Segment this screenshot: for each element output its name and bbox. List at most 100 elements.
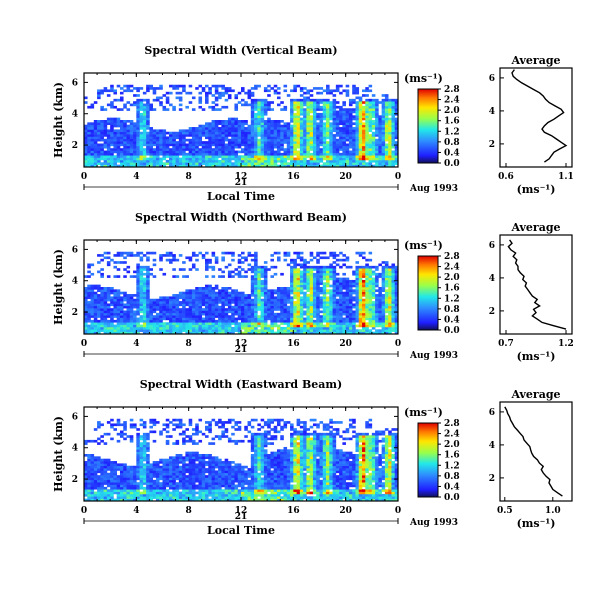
heatmap-cell [384,291,389,295]
heatmap-cell [136,254,140,257]
heatmap-cell [270,324,275,328]
heatmap-cell [358,277,363,281]
heatmap-cell [159,157,163,161]
heatmap-cell [332,317,337,321]
heatmap-cell [87,484,91,488]
heatmap-cell [231,120,235,123]
heatmap-cell [198,317,203,321]
heatmap-cell [283,84,288,88]
heatmap-cell [335,105,340,109]
heatmap-cell [126,145,131,149]
heatmap-cell [309,331,314,335]
heatmap-cell [263,268,268,271]
heatmap-cell [201,157,206,161]
heatmap-cell [165,315,170,318]
heatmap-cell [221,157,225,161]
heatmap-cell [136,150,140,154]
heatmap-cell [384,319,389,323]
heatmap-cell [270,301,275,304]
heatmap-cell [136,317,140,321]
heatmap-cell [97,284,101,288]
heatmap-cell [290,291,294,295]
heatmap-cell [273,124,278,128]
heatmap-cell [345,145,350,149]
heatmap-cell [276,157,281,161]
heatmap-cell [263,296,268,300]
heatmap-cell [306,308,310,311]
heatmap-cell [260,282,265,285]
heatmap-cell [319,251,324,255]
heatmap-cell [319,87,324,90]
heatmap-cell [394,141,399,144]
heatmap-cell [270,317,275,321]
heatmap-cell [139,268,144,271]
heatmap-cell [162,331,167,335]
heatmap-cell [139,108,144,111]
heatmap-cell [381,322,386,325]
heatmap-cell [293,317,297,321]
heatmap-cell [335,84,340,88]
heatmap-cell [273,129,278,133]
heatmap-cell [142,317,147,321]
heatmap-cell [348,101,353,104]
heatmap-cell [290,298,294,302]
heatmap-cell [303,87,307,90]
heatmap-cell [332,291,337,295]
heatmap-cell [309,298,314,302]
heatmap-cell [106,120,111,123]
heatmap-cell [293,127,297,130]
heatmap-cell [169,331,173,335]
heatmap-cell [106,143,111,147]
heatmap-cell [195,303,199,307]
heatmap-cell [342,308,346,311]
heatmap-cell [326,162,330,165]
heatmap-cell [273,298,278,302]
heatmap-cell [280,124,284,128]
heatmap-cell [339,152,343,156]
heatmap-cell [198,157,203,161]
heatmap-cell [339,291,343,295]
heatmap-cell [93,145,98,149]
heatmap-cell [394,317,399,321]
heatmap-cell [198,143,203,147]
heatmap-cell [221,331,225,335]
heatmap-cell [306,124,310,128]
heatmap-cell [378,263,382,267]
heatmap-cell [332,251,337,255]
heatmap-cell [211,131,216,135]
heatmap-cell [296,110,301,114]
heatmap-cell [126,315,131,318]
heatmap-cell [388,108,392,111]
heatmap-cell [267,289,271,292]
heatmap-cell [391,162,396,165]
heatmap-cell [116,150,121,154]
heatmap-cell [110,127,114,130]
heatmap-cell [113,120,118,123]
heatmap-cell [139,317,144,321]
heatmap-cell [106,310,111,314]
heatmap-cell [234,127,239,130]
heatmap-cell [391,103,396,107]
heatmap-cell [348,159,353,163]
heatmap-cell [371,145,376,149]
heatmap-cell [100,105,104,109]
heatmap-cell [162,305,167,309]
heatmap-cell [296,124,301,128]
heatmap-cell [283,150,288,154]
heatmap-cell [365,275,369,278]
heatmap-cell [146,319,150,323]
heatmap-cell [303,108,307,111]
heatmap-cell [100,134,104,137]
heatmap-cell [214,256,219,260]
heatmap-cell [362,122,366,125]
heatmap-cell [371,103,376,107]
heatmap-cell [195,324,199,328]
heatmap-cell [348,136,353,140]
chart-title: Spectral Width (Eastward Beam) [140,378,342,391]
heatmap-cell [332,326,337,330]
heatmap-cell [299,331,304,335]
heatmap-cell [247,103,252,107]
heatmap-cell [365,117,369,121]
heatmap-cell [119,315,124,318]
heatmap-cell [309,155,314,158]
